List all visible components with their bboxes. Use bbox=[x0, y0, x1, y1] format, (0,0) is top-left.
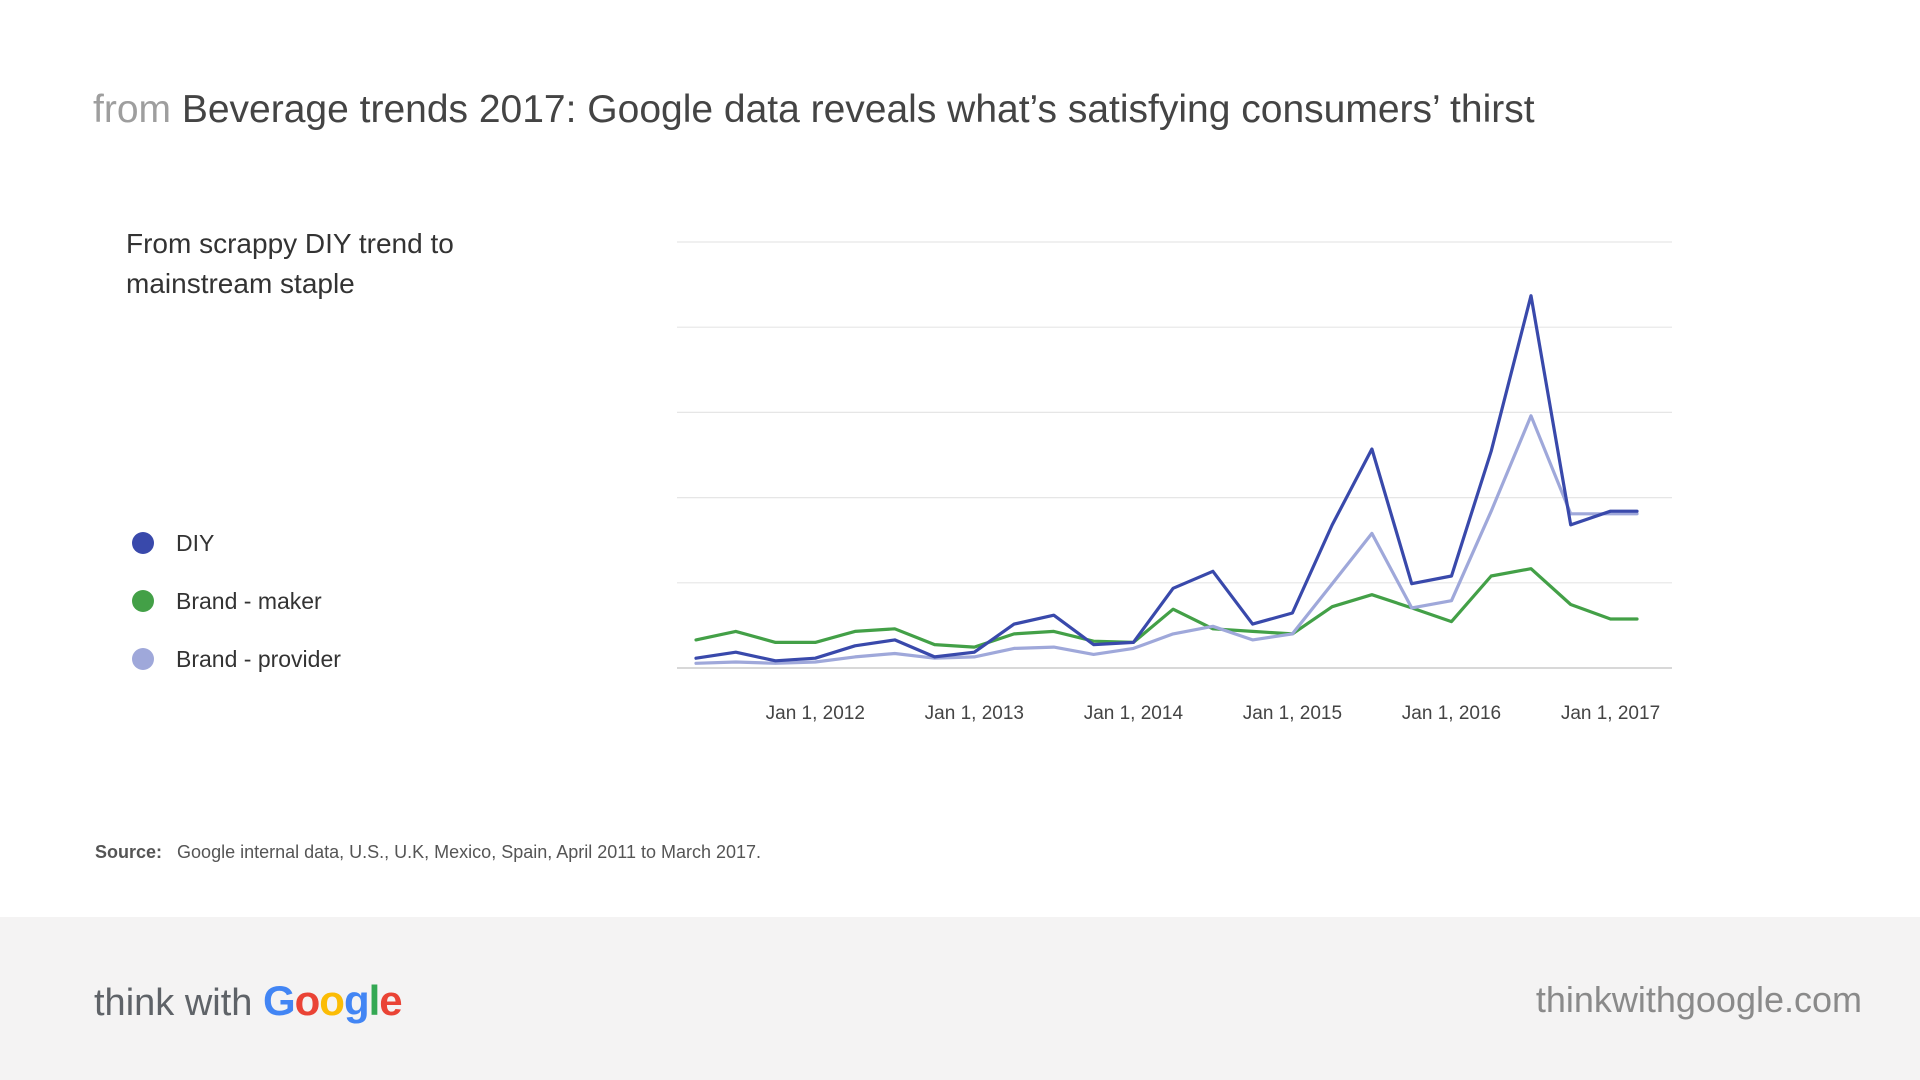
google-letter: g bbox=[343, 977, 370, 1024]
x-tick-label: Jan 1, 2013 bbox=[925, 703, 1024, 724]
legend-dot-icon bbox=[132, 590, 154, 612]
series-line-brand-provider bbox=[694, 414, 1639, 665]
header-prefix: from bbox=[93, 88, 171, 131]
google-letter: o bbox=[319, 977, 345, 1024]
x-tick-label: Jan 1, 2014 bbox=[1084, 703, 1184, 724]
legend-dot-icon bbox=[132, 648, 154, 670]
x-tick-label: Jan 1, 2017 bbox=[1561, 703, 1660, 724]
legend-item: Brand - provider bbox=[132, 630, 341, 688]
x-tick-label: Jan 1, 2015 bbox=[1243, 703, 1342, 724]
chart-legend: DIY Brand - maker Brand - provider bbox=[132, 514, 341, 688]
source-note: Source: Google internal data, U.S., U.K,… bbox=[95, 842, 761, 863]
x-tick-label: Jan 1, 2012 bbox=[766, 703, 865, 724]
series-line-brand-maker bbox=[694, 567, 1639, 649]
site-url[interactable]: thinkwithgoogle.com bbox=[1535, 979, 1862, 1020]
legend-dot-icon bbox=[132, 532, 154, 554]
legend-label: DIY bbox=[176, 529, 215, 556]
legend-item: Brand - maker bbox=[132, 572, 341, 630]
google-letter: o bbox=[294, 977, 321, 1024]
brand-prefix: think with bbox=[94, 982, 253, 1024]
source-label: Source: bbox=[95, 842, 163, 862]
page-header: from Beverage trends 2017: Google data r… bbox=[93, 88, 1535, 132]
think-with-google-logo: think with Google bbox=[94, 977, 403, 1025]
google-letter: e bbox=[379, 977, 402, 1024]
legend-label: Brand - maker bbox=[176, 587, 322, 614]
header-title: Beverage trends 2017: Google data reveal… bbox=[181, 88, 1535, 131]
x-tick-label: Jan 1, 2016 bbox=[1402, 703, 1501, 724]
legend-label: Brand - provider bbox=[176, 645, 341, 672]
source-text: Google internal data, U.S., U.K, Mexico,… bbox=[177, 842, 762, 862]
legend-item: DIY bbox=[132, 514, 341, 572]
footer: think with Google thinkwithgoogle.com bbox=[0, 917, 1920, 1080]
google-letter: l bbox=[368, 977, 381, 1024]
google-wordmark: Google bbox=[262, 977, 403, 1024]
google-letter: G bbox=[262, 977, 296, 1024]
chart-title: From scrappy DIY trend to mainstream sta… bbox=[126, 228, 454, 299]
series-line-diy bbox=[694, 294, 1639, 663]
line-chart: Jan 1, 2012 Jan 1, 2013 Jan 1, 2014 Jan 1, … bbox=[677, 241, 1672, 724]
